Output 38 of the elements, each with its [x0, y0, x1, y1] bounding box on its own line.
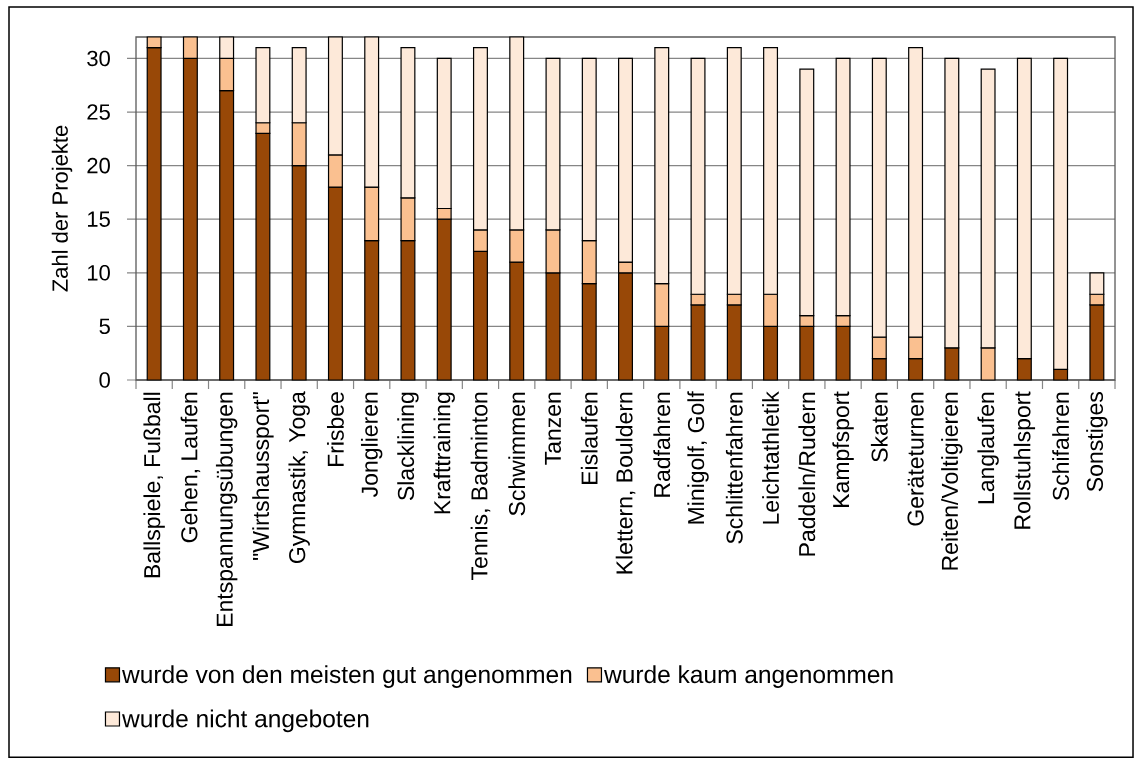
y-axis-title: Zahl der Projekte	[51, 125, 73, 292]
x-tick-label: Schlittenfahren	[725, 392, 743, 544]
x-tick-label: Schwimmen	[508, 392, 526, 516]
x-tick-label: Frisbee	[326, 392, 344, 466]
x-tick-label: Jonglieren	[360, 392, 383, 497]
x-tick-label: Reiten/Voltigieren	[941, 392, 963, 570]
x-tick-label: Kampfsport	[832, 391, 854, 507]
x-tick-label: Ballspiele, Fußball	[143, 392, 165, 578]
y-tick-label: 15	[88, 211, 110, 227]
x-tick-label: Klettern, Bouldern	[615, 392, 636, 574]
x-tick-label: Entspannungsübungen	[215, 392, 238, 626]
x-tick-label: Rollstuhlsport	[1013, 391, 1036, 529]
x-tick-label: Schifahren	[1052, 392, 1070, 501]
x-tick-label: Paddeln/Rudern	[798, 392, 816, 556]
legend-label: wurde nicht angeboten	[122, 709, 369, 733]
x-tick-label: Krafttraining	[433, 392, 455, 514]
legend-label: wurde kaum angenommen	[604, 665, 893, 688]
x-tick-label: Leichtathletik	[762, 391, 779, 524]
y-tick-label: 10	[88, 265, 110, 281]
x-tick-label: Tanzen	[544, 392, 561, 465]
y-tick-label: 0	[99, 372, 110, 388]
x-tick-label: Langlaufen	[977, 392, 999, 504]
y-tick-label: 20	[87, 157, 110, 174]
x-tick-label: Geräteturnen	[907, 392, 924, 526]
x-tick-label: Radfahren	[653, 392, 671, 497]
legend-label: wurde von den meisten gut angenommen	[122, 665, 572, 688]
x-tick-label: Tennis, Badminton	[470, 392, 491, 580]
y-tick-label: 5	[99, 318, 110, 335]
y-tick-label: 25	[87, 104, 110, 120]
x-tick-label: Skaten	[870, 392, 888, 462]
x-tick-label: Slacklining	[397, 392, 419, 501]
x-tick-label: Gymnastik, Yoga	[288, 391, 310, 564]
x-tick-label: Gehen, Laufen	[180, 392, 201, 543]
y-tick-label: 30	[87, 50, 110, 67]
x-tick-label: Minigolf, Golf	[687, 391, 709, 524]
x-tick-label: Sonstiges	[1086, 392, 1108, 492]
x-tick-label: "Wirtshaussport"	[252, 392, 274, 560]
x-tick-label: Eislaufen	[580, 392, 598, 484]
